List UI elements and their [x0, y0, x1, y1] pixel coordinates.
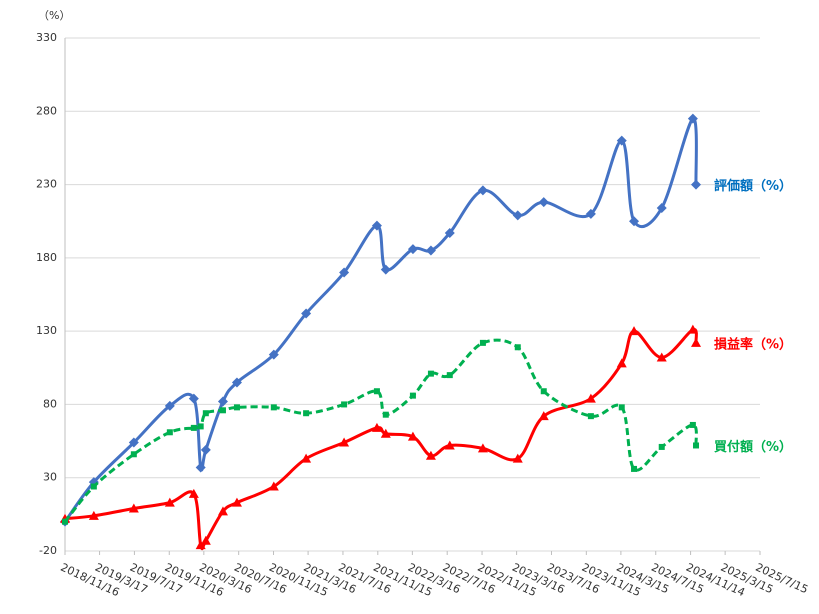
marker: [407, 244, 418, 255]
marker: [339, 267, 350, 278]
series-label: 買付額（%）: [714, 439, 792, 455]
y-tick-label: 80: [43, 397, 57, 410]
marker: [195, 462, 206, 473]
marker: [301, 453, 312, 463]
marker: [629, 216, 640, 227]
marker: [691, 179, 702, 190]
marker: [373, 388, 380, 395]
marker: [585, 393, 596, 403]
marker: [301, 308, 312, 319]
marker: [687, 113, 698, 124]
marker: [687, 324, 698, 334]
marker: [217, 506, 228, 516]
marker: [425, 245, 436, 256]
marker: [631, 465, 638, 472]
marker: [446, 372, 453, 379]
marker: [270, 404, 277, 411]
marker: [339, 437, 350, 447]
y-tick-label: 130: [36, 324, 57, 337]
marker: [188, 488, 199, 498]
marker: [303, 410, 310, 417]
marker: [540, 388, 547, 395]
y-tick-label: 180: [36, 251, 57, 264]
marker: [477, 443, 488, 453]
marker: [268, 349, 279, 360]
y-tick-label: 330: [36, 31, 57, 44]
marker: [371, 422, 382, 432]
marker: [341, 401, 348, 408]
marker: [188, 393, 199, 404]
marker: [90, 483, 97, 490]
marker: [164, 497, 175, 507]
marker: [656, 203, 667, 214]
y-tick-label: 30: [43, 471, 57, 484]
marker: [585, 208, 596, 219]
marker: [616, 135, 627, 146]
marker: [409, 392, 416, 399]
marker: [382, 411, 389, 418]
marker: [656, 352, 667, 362]
marker: [217, 396, 228, 407]
marker: [689, 421, 696, 428]
series-label: 損益率（%）: [714, 336, 792, 352]
marker: [219, 407, 226, 414]
y-unit-label: （%）: [38, 9, 70, 22]
marker: [231, 377, 242, 388]
marker: [512, 210, 523, 221]
y-tick-label: 280: [36, 104, 57, 117]
marker: [380, 264, 391, 275]
y-tick-label: 230: [36, 178, 57, 191]
marker: [407, 431, 418, 441]
marker: [190, 424, 197, 431]
marker: [231, 497, 242, 507]
marker: [268, 481, 279, 491]
marker: [380, 428, 391, 438]
marker: [164, 400, 175, 411]
marker: [197, 423, 204, 430]
marker: [538, 411, 549, 421]
marker: [514, 344, 521, 351]
marker: [538, 197, 549, 208]
marker: [512, 453, 523, 463]
marker: [587, 413, 594, 420]
marker: [425, 450, 436, 460]
marker: [691, 337, 702, 347]
marker: [371, 220, 382, 231]
marker: [195, 540, 206, 550]
marker: [200, 444, 211, 455]
marker: [444, 227, 455, 238]
marker: [130, 451, 137, 458]
y-tick-label: -20: [39, 544, 57, 557]
marker: [427, 370, 434, 377]
marker: [444, 440, 455, 450]
series-line: [63, 338, 698, 523]
marker: [618, 404, 625, 411]
marker: [166, 429, 173, 436]
marker: [62, 518, 68, 525]
marker: [629, 326, 640, 336]
marker: [88, 510, 99, 520]
marker: [479, 339, 486, 346]
marker: [233, 404, 240, 411]
marker: [693, 442, 700, 449]
marker: [202, 410, 209, 417]
marker: [128, 437, 139, 448]
marker: [477, 185, 488, 196]
marker: [658, 443, 665, 450]
series-line: [63, 117, 698, 523]
series-label: 評価額（%）: [714, 178, 792, 194]
marker: [128, 503, 139, 513]
marker: [616, 358, 627, 368]
marker: [200, 535, 211, 545]
